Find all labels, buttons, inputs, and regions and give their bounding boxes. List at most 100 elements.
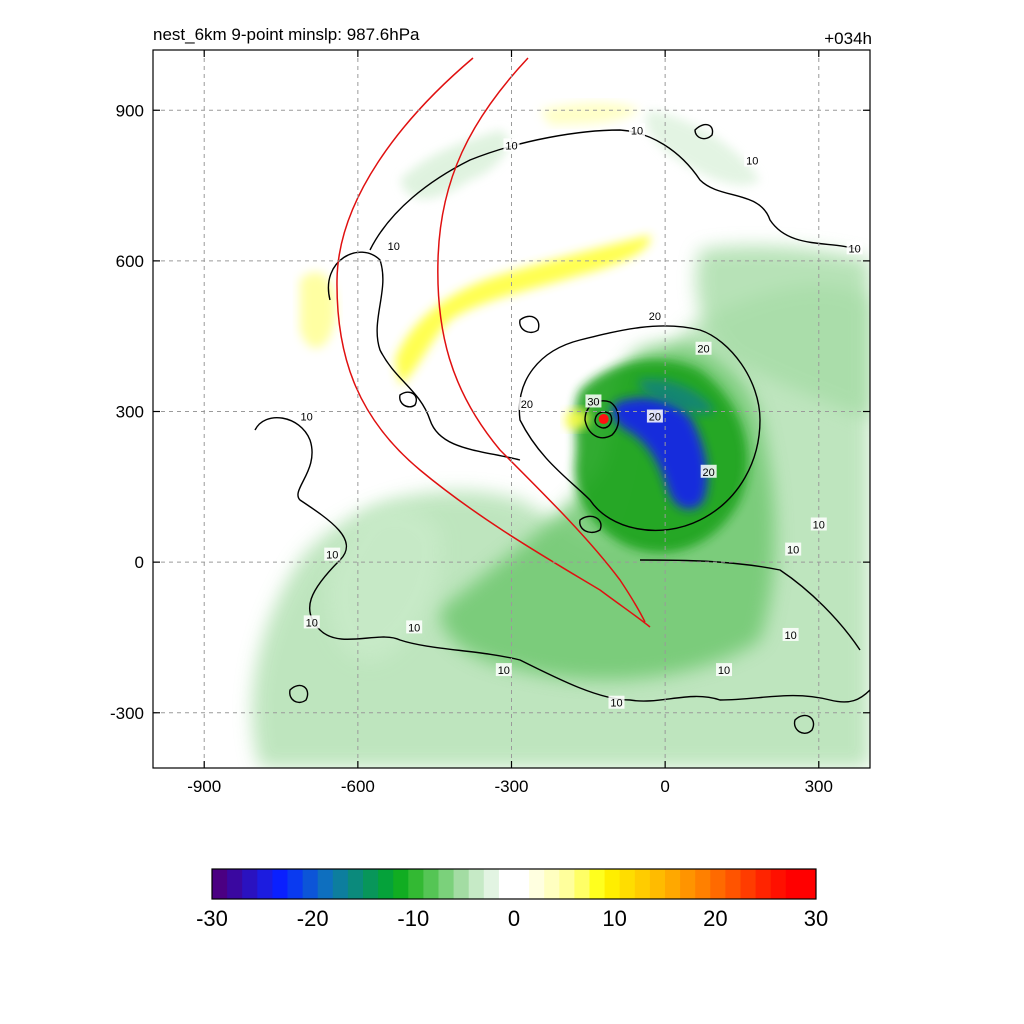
colorbar-swatch xyxy=(634,869,651,899)
contour-outer-10 xyxy=(254,416,870,703)
x-tick-label: -600 xyxy=(341,777,375,796)
shade-green-northwest xyxy=(400,130,509,199)
contour-label-bg xyxy=(744,153,761,167)
colorbar-swatch xyxy=(242,869,258,899)
forecast-hour-label: +034h xyxy=(824,29,872,48)
colorbar-swatch xyxy=(212,869,228,899)
colorbar-tick-label: 10 xyxy=(602,906,626,931)
colorbar-swatch xyxy=(227,869,243,899)
plot-area: 10 10 10 10 10 10 10 10 10 10 10 10 10 10 10 20 20 20 20 20… xyxy=(152,49,871,769)
colorbar-tick-label: 0 xyxy=(508,906,520,931)
track-line-inner xyxy=(437,57,646,623)
shade-green-outer-east xyxy=(696,245,870,420)
contour-label: 10 xyxy=(301,412,313,424)
colorbar-swatch xyxy=(695,869,711,899)
colorbar-swatch xyxy=(408,869,424,899)
contour-label-bg xyxy=(298,409,315,423)
colorbar-swatch xyxy=(483,869,500,899)
contour-label-bg xyxy=(646,409,663,423)
contour-label: 20 xyxy=(649,311,661,323)
contour-label: 20 xyxy=(703,467,715,479)
colorbar-swatch xyxy=(755,869,772,899)
colorbar-swatch xyxy=(740,869,757,899)
contour-label-bg xyxy=(716,663,733,677)
shade-yellow-north xyxy=(540,102,640,125)
contour-label: 10 xyxy=(505,140,517,152)
shade-teal-core xyxy=(638,379,715,415)
contour-label-bg xyxy=(782,627,799,641)
plot-title: nest_6km 9-point minslp: 987.6hPa xyxy=(153,25,420,44)
contour-label-bg xyxy=(846,241,863,255)
contour-north-10 xyxy=(369,129,861,251)
contour-south-10 xyxy=(639,559,861,651)
contour-label-bg xyxy=(628,123,645,137)
contour-blob-3 xyxy=(579,515,602,534)
contour-label: 10 xyxy=(849,243,861,255)
colorbar-swatch xyxy=(665,869,681,899)
contour-label: 10 xyxy=(787,545,799,557)
y-tick-label: 900 xyxy=(116,101,144,120)
contour-label: 10 xyxy=(408,622,420,634)
contour-label-bg xyxy=(810,517,827,531)
shade-yellow-eye xyxy=(565,408,590,430)
colorbar-swatch xyxy=(378,869,394,899)
contour-label-bg xyxy=(406,620,423,634)
contour-blob-2 xyxy=(519,315,540,334)
y-tick-label: 600 xyxy=(116,252,144,271)
colorbar-swatch xyxy=(770,869,787,899)
contour-label-bg xyxy=(585,394,602,408)
colorbar-swatch xyxy=(423,869,439,899)
colorbar-swatch xyxy=(332,869,349,899)
x-axis: -900 -600 -300 0 300 xyxy=(187,50,833,796)
contour-label-bg xyxy=(385,238,402,252)
colorbar-swatch xyxy=(680,869,696,899)
colorbar-tick-label: -20 xyxy=(297,906,329,931)
colorbar-swatch xyxy=(287,869,304,899)
colorbar-swatch xyxy=(317,869,334,899)
contour-blob-4 xyxy=(289,684,309,704)
contour-label: 30 xyxy=(587,396,599,408)
x-tick-label: 0 xyxy=(660,777,669,796)
contour-label: 10 xyxy=(326,550,338,562)
shade-yellow-arc xyxy=(395,235,651,385)
colorbar-swatch xyxy=(544,869,560,899)
track-lines xyxy=(336,57,651,628)
colorbar-swatch xyxy=(559,869,575,899)
colorbar-swatch xyxy=(514,869,530,899)
colorbar-swatch xyxy=(468,869,485,899)
contour-label-bg xyxy=(503,138,520,152)
contour-label: 10 xyxy=(610,698,622,710)
contour-label: 10 xyxy=(631,125,643,137)
colorbar-swatch xyxy=(785,869,802,899)
contour-label: 20 xyxy=(649,412,661,424)
contour-label: 10 xyxy=(718,665,730,677)
colorbar-swatch xyxy=(393,869,409,899)
contour-label: 10 xyxy=(388,241,400,253)
contour-label-bg xyxy=(518,396,535,410)
contour-label-bg xyxy=(495,663,512,677)
shaded-field xyxy=(252,102,870,768)
y-tick-label: 300 xyxy=(116,403,144,422)
colorbar-swatch xyxy=(710,869,726,899)
colorbar: -30 -20 -10 0 10 20 30 xyxy=(196,868,828,931)
contour-blob-5 xyxy=(793,714,815,734)
contour-label-bg xyxy=(695,341,712,355)
contour-20 xyxy=(518,325,761,532)
colorbar-tick-label: -10 xyxy=(397,906,429,931)
contour-label: 10 xyxy=(498,665,510,677)
shade-green-north xyxy=(646,110,760,186)
contour-label: 10 xyxy=(746,155,758,167)
colorbar-swatch xyxy=(272,869,288,899)
contour-labels: 10 10 10 10 10 10 10 10 10 10 10 10 10 10 10 20 20 20 20 20… xyxy=(298,123,863,710)
contour-label: 10 xyxy=(813,519,825,531)
colorbar-swatch xyxy=(453,869,470,899)
colorbar-swatch xyxy=(257,869,273,899)
colorbar-swatch xyxy=(347,869,364,899)
colorbar-swatch xyxy=(619,869,636,899)
contour-30-inner xyxy=(594,411,613,429)
contour-blob-6 xyxy=(399,391,417,408)
colorbar-swatch xyxy=(589,869,606,899)
colorbar-swatch xyxy=(604,869,621,899)
colorbar-swatch xyxy=(725,869,741,899)
contour-label: 10 xyxy=(784,630,796,642)
